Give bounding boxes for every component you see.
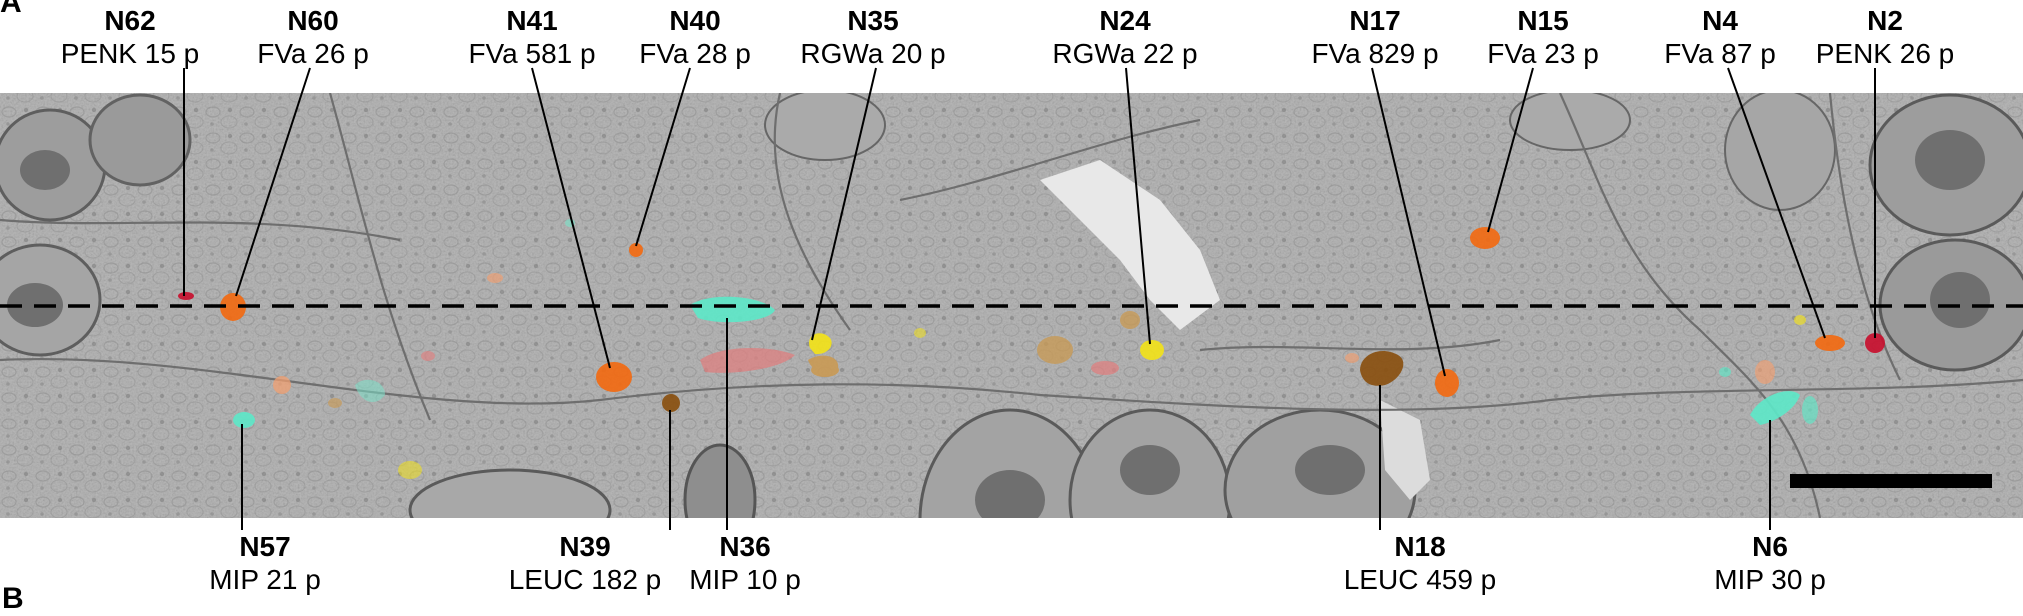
- cluster-n4: [1815, 335, 1845, 351]
- label-n39: N39 LEUC 182 p: [508, 531, 662, 596]
- leader-n40: [635, 67, 691, 247]
- extracellular-space: [1040, 160, 1220, 330]
- label-n4: N4 FVa 87 p: [1664, 5, 1776, 70]
- leader-n4: [1727, 67, 1826, 339]
- label-n35: N35 RGWa 20 p: [800, 5, 946, 70]
- label-n17: N17 FVa 829 p: [1311, 5, 1439, 70]
- cluster-n39: [662, 394, 680, 412]
- cluster-n18: [1360, 350, 1404, 386]
- leader-lines: [183, 67, 1876, 530]
- cluster-n2: [1865, 333, 1885, 353]
- label-n2: N2 PENK 26 p: [1815, 5, 1955, 70]
- label-n36: N36 MIP 10 p: [689, 531, 801, 596]
- cluster-n40: [629, 243, 643, 257]
- leader-n15: [1487, 67, 1534, 233]
- cluster-n62: [178, 292, 194, 300]
- panel-letter-b: B: [2, 582, 24, 615]
- label-n15: N15 FVa 23 p: [1487, 5, 1599, 70]
- leader-n60: [235, 67, 311, 297]
- cell-boundaries: [0, 93, 2023, 518]
- cluster-n24: [1140, 340, 1164, 360]
- panel-letter-a: A: [0, 0, 22, 19]
- cluster-n41: [596, 362, 632, 392]
- cluster-n36: [690, 296, 775, 323]
- cluster-n60: [220, 293, 246, 321]
- label-n41: N41 FVa 581 p: [468, 5, 596, 70]
- leader-n41: [531, 67, 611, 369]
- label-n6: N6 MIP 30 p: [1714, 531, 1826, 596]
- label-n24: N24 RGWa 22 p: [1052, 5, 1198, 70]
- leader-n17: [1371, 67, 1446, 377]
- leader-n35: [811, 67, 877, 341]
- heterochromatin: [7, 130, 1990, 518]
- cluster-n6: [1750, 391, 1800, 425]
- label-n62: N62 PENK 15 p: [60, 5, 200, 70]
- em-image: [0, 93, 2023, 518]
- label-n60: N60 FVa 26 p: [257, 5, 369, 70]
- cluster-n35: [809, 333, 832, 355]
- peptide-clusters: [178, 219, 1885, 479]
- cluster-n17: [1435, 369, 1459, 397]
- label-n57: N57 MIP 21 p: [209, 531, 321, 596]
- leader-n24: [1125, 67, 1151, 345]
- label-n40: N40 FVa 28 p: [639, 5, 751, 70]
- cluster-n57: [233, 412, 255, 428]
- scale-bar: [1790, 474, 1992, 488]
- label-n18: N18 LEUC 459 p: [1343, 531, 1497, 596]
- cluster-n15: [1470, 227, 1500, 249]
